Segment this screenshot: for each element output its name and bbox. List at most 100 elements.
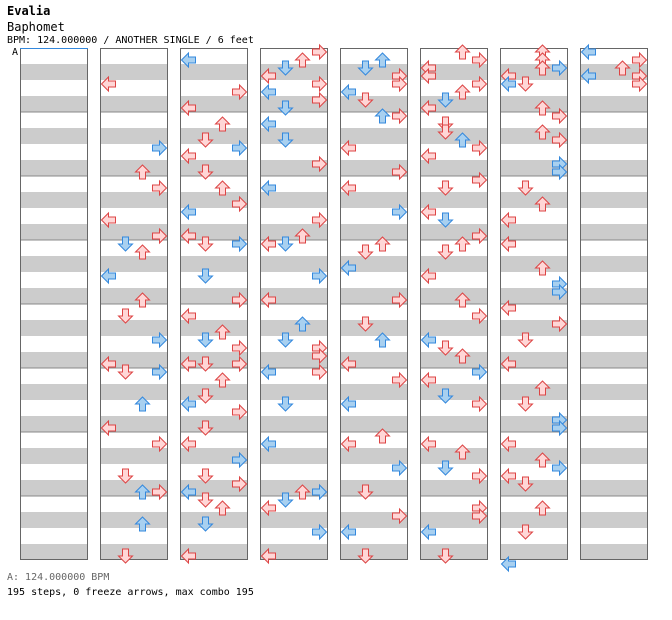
arrow-right-icon (472, 171, 488, 189)
beat-stripe (340, 416, 408, 432)
arrow-right-icon (152, 179, 168, 197)
arrow-down-icon (117, 364, 134, 380)
arrow-left-icon (180, 483, 196, 501)
arrow-right-icon (472, 75, 488, 93)
arrow-up-icon (454, 132, 471, 148)
arrow-left-icon (420, 267, 436, 285)
beat-stripe (580, 128, 648, 144)
artist-name: Evalia (7, 4, 51, 18)
arrow-left-icon (500, 435, 516, 453)
arrow-down-icon (437, 92, 454, 108)
beat-stripe (420, 96, 488, 112)
arrow-right-icon (312, 155, 328, 173)
arrow-left-icon (340, 435, 356, 453)
beat-stripe (500, 416, 568, 432)
beat-stripe (260, 128, 328, 144)
arrow-right-icon (232, 475, 248, 493)
arrow-up-icon (454, 292, 471, 308)
beat-stripe (260, 416, 328, 432)
arrow-up-icon (534, 380, 551, 396)
beat-stripe (180, 160, 248, 176)
arrow-right-icon (552, 419, 568, 437)
arrow-left-icon (180, 395, 196, 413)
arrow-down-icon (357, 244, 374, 260)
arrow-left-icon (100, 211, 116, 229)
beat-stripe (260, 288, 328, 304)
arrow-right-icon (232, 339, 248, 357)
arrow-down-icon (117, 548, 134, 564)
arrow-left-icon (260, 291, 276, 309)
beat-stripe (340, 224, 408, 240)
arrow-right-icon (392, 459, 408, 477)
arrow-down-icon (277, 396, 294, 412)
arrow-left-icon (180, 51, 196, 69)
arrow-up-icon (134, 244, 151, 260)
arrow-down-icon (437, 180, 454, 196)
beat-stripe (100, 352, 168, 368)
arrow-down-icon (197, 388, 214, 404)
arrow-right-icon (312, 267, 328, 285)
beat-stripe (500, 480, 568, 496)
beat-stripe (580, 384, 648, 400)
chart-column-3 (180, 48, 248, 560)
arrow-left-icon (420, 331, 436, 349)
arrow-left-icon (580, 67, 596, 85)
beat-stripe (260, 192, 328, 208)
beat-stripe (420, 224, 488, 240)
arrow-down-icon (437, 340, 454, 356)
beat-stripe (100, 544, 168, 560)
section-marker: A (12, 47, 19, 58)
beat-stripe (260, 96, 328, 112)
chart-meta: BPM: 124.000000 / ANOTHER SINGLE / 6 fee… (7, 35, 254, 46)
arrow-down-icon (437, 124, 454, 140)
beat-stripe (260, 64, 328, 80)
beat-stripe (340, 192, 408, 208)
beat-stripe (20, 416, 88, 432)
arrow-right-icon (152, 483, 168, 501)
arrow-left-icon (420, 371, 436, 389)
arrow-down-icon (197, 356, 214, 372)
beat-stripe (580, 512, 648, 528)
beat-stripe (340, 448, 408, 464)
chart-column-4 (260, 48, 328, 560)
arrow-up-icon (214, 180, 231, 196)
beat-stripe (340, 160, 408, 176)
arrow-up-icon (534, 100, 551, 116)
arrow-up-icon (374, 108, 391, 124)
beat-stripe (20, 384, 88, 400)
arrow-right-icon (152, 139, 168, 157)
arrow-down-icon (437, 212, 454, 228)
chart-column-1 (20, 48, 88, 560)
arrow-right-icon (312, 43, 328, 61)
beat-stripe (260, 512, 328, 528)
column-border (500, 48, 568, 560)
arrow-down-icon (277, 492, 294, 508)
arrow-down-icon (197, 236, 214, 252)
arrow-down-icon (197, 164, 214, 180)
beat-stripe (20, 544, 88, 560)
column-border (260, 48, 328, 560)
arrow-right-icon (472, 395, 488, 413)
column-border (100, 48, 168, 560)
chart-column-7 (500, 48, 568, 560)
beat-stripe (500, 64, 568, 80)
arrow-down-icon (517, 476, 534, 492)
beat-stripe (260, 352, 328, 368)
arrow-right-icon (312, 211, 328, 229)
beat-stripe (20, 448, 88, 464)
beat-stripe (260, 160, 328, 176)
arrow-right-icon (472, 363, 488, 381)
arrow-left-icon (260, 547, 276, 565)
beat-stripe (100, 416, 168, 432)
arrow-left-icon (340, 139, 356, 157)
beat-stripe (100, 192, 168, 208)
arrow-left-icon (100, 267, 116, 285)
arrow-right-icon (232, 235, 248, 253)
arrow-up-icon (294, 228, 311, 244)
beat-stripe (340, 96, 408, 112)
arrow-left-icon (500, 555, 516, 573)
beat-stripe (420, 128, 488, 144)
arrow-left-icon (180, 203, 196, 221)
beat-stripe (100, 384, 168, 400)
beat-stripe (500, 128, 568, 144)
